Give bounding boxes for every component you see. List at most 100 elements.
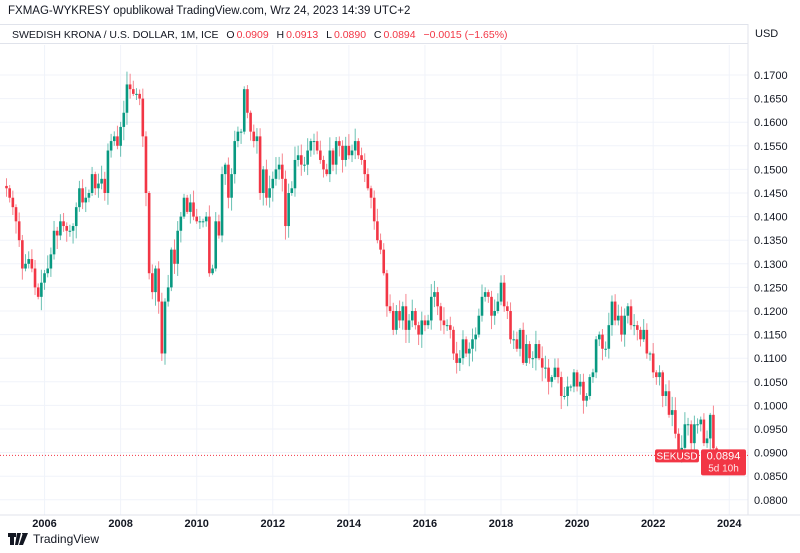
candle-body — [617, 315, 620, 321]
candle-body — [502, 282, 506, 307]
y-tick-label: 0.1600 — [754, 117, 788, 129]
candle-body — [433, 292, 436, 297]
candle-body — [518, 329, 522, 349]
candle-body — [220, 174, 224, 236]
candle-body — [620, 315, 623, 335]
candle-body — [306, 150, 309, 165]
candle-body — [559, 377, 563, 396]
candle-body — [667, 391, 671, 415]
candles — [5, 71, 718, 463]
candle-body — [670, 410, 674, 415]
candle-body — [366, 174, 370, 189]
candle-body — [344, 145, 347, 160]
candle-body — [182, 197, 186, 217]
candle-body — [426, 320, 430, 326]
candle-body — [46, 268, 50, 274]
candle-body — [40, 282, 43, 297]
candle-body — [5, 185, 8, 189]
candle-body — [170, 249, 173, 288]
candle-body — [696, 424, 699, 426]
candle-body — [198, 221, 202, 223]
candle-body — [468, 348, 471, 354]
tradingview-logo[interactable]: TradingView — [8, 532, 99, 546]
candle-body — [173, 249, 176, 264]
candle-body — [154, 268, 157, 293]
candle-body — [43, 273, 46, 283]
candle-body — [90, 174, 94, 193]
candle-body — [585, 395, 588, 401]
candle-body — [645, 329, 649, 354]
candle-body — [116, 136, 119, 146]
candle-body — [556, 367, 560, 378]
candle-body — [112, 136, 116, 142]
candle-body — [258, 136, 262, 193]
candle-body — [249, 112, 252, 132]
candle-body — [141, 98, 145, 137]
candle-body — [223, 164, 227, 175]
candle-body — [230, 174, 233, 198]
candle-body — [357, 141, 360, 156]
candle-body — [166, 287, 170, 302]
candle-body — [461, 339, 465, 359]
candle-body — [379, 240, 382, 250]
candle-body — [382, 249, 386, 274]
candle-body — [483, 292, 487, 297]
candle-body — [84, 197, 88, 203]
candle-body — [252, 131, 256, 142]
candle-body — [655, 372, 658, 378]
x-tick-label: 2008 — [108, 518, 132, 530]
candle-body — [293, 159, 297, 189]
candle-body — [36, 287, 40, 297]
candle-body — [208, 216, 211, 274]
candle-body — [439, 306, 443, 321]
candle-body — [157, 268, 160, 302]
candle-body — [699, 419, 703, 425]
candle-body — [122, 112, 126, 127]
x-tick-label: 2020 — [565, 518, 589, 530]
candle-body — [271, 178, 275, 189]
candle-body — [632, 325, 636, 327]
candle-body — [623, 315, 626, 335]
candle-body — [27, 259, 30, 264]
y-tick-label: 0.0850 — [754, 471, 788, 483]
candle-body — [255, 136, 259, 142]
candle-body — [499, 282, 503, 302]
candle-body — [176, 230, 179, 264]
candle-body — [334, 141, 338, 165]
candle-body — [566, 386, 569, 396]
candle-body — [274, 169, 278, 179]
candle-body — [429, 296, 433, 321]
candle-body — [331, 150, 335, 165]
candle-body — [265, 169, 268, 198]
candle-body — [30, 259, 34, 269]
y-tick-label: 0.1700 — [754, 70, 788, 82]
candle-body — [385, 273, 389, 307]
candle-body — [550, 377, 554, 382]
candle-body — [328, 150, 332, 175]
candle-body — [683, 424, 687, 448]
candle-body — [458, 358, 462, 363]
candle-body — [24, 263, 27, 269]
candle-body — [97, 183, 100, 189]
candle-body — [160, 301, 164, 354]
candle-body — [338, 141, 341, 146]
candle-body — [360, 155, 363, 160]
candle-body — [280, 164, 284, 179]
candle-body — [477, 315, 481, 335]
symbol-name[interactable]: SWEDISH KRONA / U.S. DOLLAR, 1M, ICE — [12, 29, 219, 41]
candle-body — [350, 150, 354, 156]
candle-body — [192, 202, 195, 217]
brand-name: TradingView — [33, 532, 100, 546]
candle-body — [144, 136, 148, 193]
candle-body — [242, 89, 246, 132]
candle-body — [163, 301, 167, 354]
candle-body — [677, 433, 680, 453]
candle-body — [395, 311, 398, 330]
candle-body — [629, 306, 633, 326]
candle-body — [217, 221, 221, 236]
candle-body — [347, 145, 351, 156]
candle-body — [547, 367, 550, 382]
currency-label: USD — [755, 28, 779, 40]
candle-body — [569, 386, 573, 388]
